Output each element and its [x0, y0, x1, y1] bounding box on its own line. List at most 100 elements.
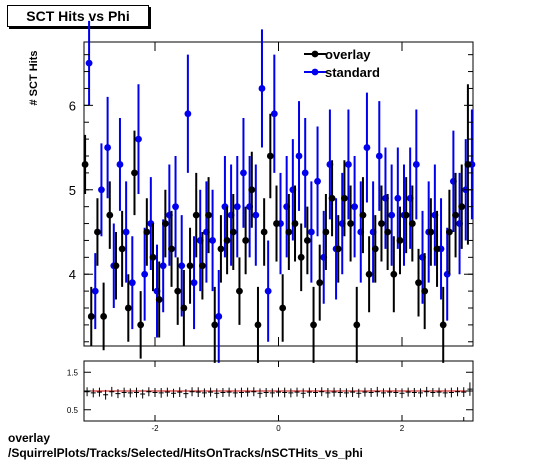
overlay-point	[266, 152, 274, 160]
main-plot-border	[83, 41, 474, 347]
standard-point	[412, 161, 420, 168]
overlay-point	[334, 245, 342, 253]
footer-line-2: /SquirrelPlots/Tracks/Selected/HitsOnTra…	[8, 446, 363, 460]
overlay-point	[149, 253, 157, 261]
overlay-point	[310, 321, 317, 329]
standard-point	[363, 144, 371, 151]
overlay-point	[168, 245, 175, 253]
overlay-point	[186, 262, 194, 270]
standard-point	[233, 203, 241, 211]
overlay-point	[408, 220, 416, 227]
overlay-point	[254, 321, 262, 329]
overlay-point	[118, 245, 126, 253]
main-plot-axes: 4 5 6	[69, 42, 473, 346]
ratio-x-tick-label: 2	[400, 424, 405, 433]
standard-point	[240, 169, 247, 177]
y-tick-label: 4	[69, 267, 76, 282]
standard-point	[116, 161, 124, 168]
overlay-point	[458, 203, 466, 211]
overlay-point	[174, 287, 182, 295]
standard-point	[184, 110, 192, 118]
overlay-point	[378, 220, 385, 227]
main-plot-frame	[83, 41, 474, 347]
standard-point	[301, 169, 309, 177]
overlay-point	[137, 321, 145, 329]
standard-point	[270, 110, 278, 118]
overlay-point	[322, 228, 330, 236]
overlay-point	[445, 228, 453, 236]
y-tick-label: 6	[69, 98, 76, 113]
ratio-plot-axes: 0.5 1.5 -2 0 2	[67, 361, 473, 433]
standard-point	[258, 85, 266, 92]
overlay-point	[291, 220, 299, 227]
standard-point	[128, 279, 136, 287]
overlay-point	[161, 220, 169, 227]
overlay-point	[415, 279, 422, 287]
overlay-point	[371, 245, 379, 253]
standard-point	[91, 287, 99, 295]
y-tick-label: 5	[69, 183, 76, 198]
legend: overlay standard	[304, 47, 380, 80]
chart-title: SCT Hits vs Phi	[7, 5, 149, 27]
overlay-point	[223, 237, 231, 244]
overlay-point	[106, 211, 114, 219]
overlay-point	[279, 304, 287, 312]
standard-point	[190, 279, 198, 287]
y-axis-label: # SCT Hits	[28, 50, 40, 105]
standard-point	[172, 203, 179, 211]
ratio-y-tick-label: 1.5	[67, 368, 79, 377]
overlay-point	[365, 270, 373, 278]
overlay-point	[211, 321, 219, 329]
overlay-point	[100, 313, 108, 320]
legend-label-standard: standard	[325, 65, 380, 80]
overlay-point	[353, 321, 361, 329]
overlay-point	[155, 296, 163, 303]
overlay-point	[390, 270, 398, 278]
standard-point	[85, 59, 93, 67]
overlay-point	[285, 228, 293, 236]
overlay-point	[180, 304, 188, 312]
overlay-point	[229, 228, 237, 236]
overlay-point	[341, 194, 348, 202]
overlay-point	[421, 287, 429, 295]
overlay-point	[131, 169, 138, 177]
standard-point	[264, 287, 272, 295]
standard-point	[209, 237, 216, 244]
standard-point	[104, 144, 112, 151]
standard-point	[295, 152, 303, 160]
footer-line-1: overlay	[8, 431, 51, 445]
overlay-point	[328, 194, 336, 202]
overlay-point	[273, 220, 280, 227]
overlay-point	[260, 228, 268, 236]
standard-point	[394, 194, 402, 202]
overlay-point	[316, 279, 324, 287]
overlay-point	[94, 228, 101, 236]
overlay-point	[192, 211, 200, 219]
ratio-x-tick-label: 0	[276, 424, 281, 433]
overlay-point	[402, 211, 410, 219]
standard-point	[307, 228, 315, 236]
overlay-point	[112, 262, 120, 270]
overlay-point	[427, 228, 435, 236]
legend-marker-standard	[311, 68, 319, 76]
legend-marker-overlay	[311, 50, 319, 58]
standard-point	[159, 262, 167, 270]
overlay-point	[124, 304, 132, 312]
overlay-point	[359, 211, 367, 219]
ratio-y-tick-label: 0.5	[67, 406, 79, 415]
standard-point	[252, 211, 260, 219]
standard-point	[314, 177, 321, 185]
overlay-point	[236, 287, 243, 295]
main-plot-points	[81, 20, 476, 363]
standard-point	[345, 161, 352, 168]
overlay-point	[217, 245, 225, 253]
standard-point	[215, 313, 223, 320]
ratio-x-tick-label: -2	[151, 424, 159, 433]
standard-point	[178, 262, 186, 270]
overlay-point	[396, 237, 404, 244]
legend-label-overlay: overlay	[325, 47, 371, 62]
overlay-point	[199, 262, 206, 270]
overlay-point	[242, 237, 250, 244]
overlay-point	[452, 211, 459, 219]
